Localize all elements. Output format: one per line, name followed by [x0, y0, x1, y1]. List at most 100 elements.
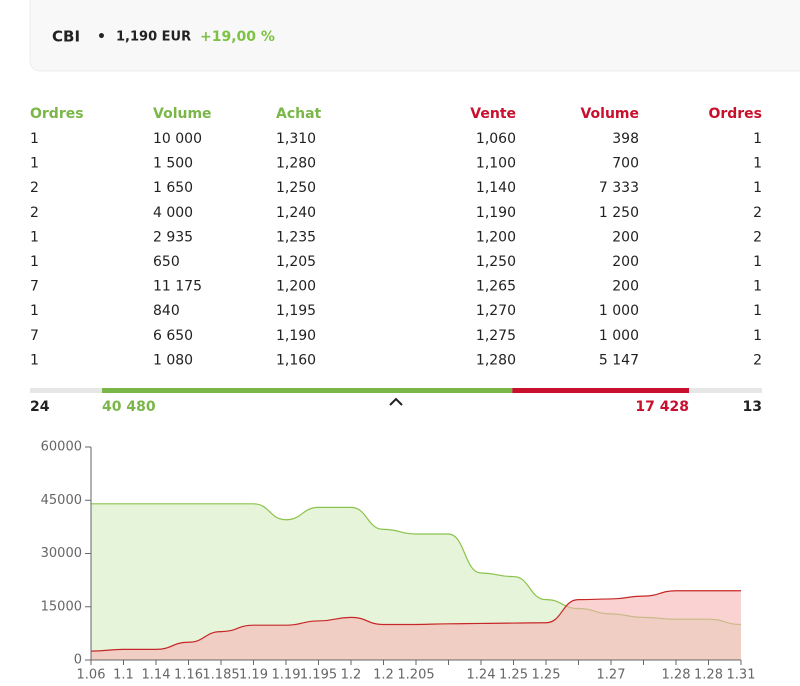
table-cell: 1 — [753, 328, 762, 344]
table-cell: 1 000 — [599, 328, 639, 344]
price: 1,190 EUR — [116, 30, 191, 45]
y-tick-label: 0 — [74, 653, 82, 668]
x-tick-label: 1.185 — [202, 668, 239, 683]
table-cell: 1,200 — [476, 229, 516, 245]
table-cell: 7 — [30, 279, 39, 295]
table-cell: 2 935 — [153, 229, 193, 245]
x-tick-label: 1.205 — [397, 668, 434, 683]
table-cell: 1,140 — [476, 180, 516, 196]
x-tick-label: 1.28 — [694, 668, 723, 683]
table-cell: 1 — [753, 131, 762, 147]
table-cell: 1,310 — [276, 131, 316, 147]
table-cell: 1,160 — [276, 352, 316, 368]
table-cell: 1,060 — [476, 131, 516, 147]
table-cell: 1 — [753, 303, 762, 319]
table-cell: 200 — [612, 279, 639, 295]
buy-orders-total: 24 — [30, 399, 50, 415]
y-tick-label: 15000 — [41, 599, 82, 614]
table-cell: 1,250 — [276, 180, 316, 196]
table-cell: 1 — [30, 254, 39, 270]
x-tick-label: 1.195 — [300, 668, 337, 683]
bullet: • — [97, 29, 106, 45]
ticker: CBI — [52, 28, 80, 46]
table-cell: 1 — [753, 279, 762, 295]
table-cell: 1 — [30, 156, 39, 172]
table-cell: 1,205 — [276, 254, 316, 270]
column-header: Volume — [153, 106, 212, 122]
table-cell: 1,100 — [476, 156, 516, 172]
table-cell: 1,280 — [276, 156, 316, 172]
table-cell: 6 650 — [153, 328, 193, 344]
table-cell: 1,195 — [276, 303, 316, 319]
table-cell: 1 — [30, 131, 39, 147]
table-cell: 10 000 — [153, 131, 202, 147]
table-cell: 1 — [753, 180, 762, 196]
x-tick-label: 1.14 — [142, 668, 171, 683]
x-tick-label: 1.24 — [467, 668, 496, 683]
x-tick-label: 1.1 — [113, 668, 134, 683]
table-cell: 1 — [753, 156, 762, 172]
column-header: Achat — [276, 106, 322, 122]
column-header: Ordres — [30, 106, 84, 122]
table-cell: 650 — [153, 254, 180, 270]
x-tick-label: 1.19 — [239, 668, 268, 683]
table-cell: 4 000 — [153, 205, 193, 221]
table-cell: 1 000 — [599, 303, 639, 319]
table-cell: 5 147 — [599, 352, 639, 368]
x-tick-label: 1.06 — [77, 668, 106, 683]
x-tick-label: 1.25 — [499, 668, 528, 683]
table-cell: 398 — [612, 131, 639, 147]
x-tick-label: 1.2 — [373, 668, 394, 683]
table-cell: 1,190 — [276, 328, 316, 344]
table-cell: 7 333 — [599, 180, 639, 196]
x-tick-label: 1.31 — [727, 668, 756, 683]
table-cell: 1,235 — [276, 229, 316, 245]
table-cell: 7 — [30, 328, 39, 344]
table-cell: 200 — [612, 229, 639, 245]
x-tick-label: 1.16 — [174, 668, 203, 683]
table-cell: 1 250 — [599, 205, 639, 221]
x-tick-label: 1.2 — [341, 668, 362, 683]
table-cell: 1,280 — [476, 352, 516, 368]
x-tick-label: 1.19 — [272, 668, 301, 683]
buy-volume-total: 40 480 — [102, 399, 156, 415]
caret[interactable] — [389, 397, 403, 406]
header-card — [29, 0, 800, 72]
area-line — [90, 590, 741, 652]
y-tick-label: 45000 — [41, 493, 82, 508]
table-cell: 1,190 — [476, 205, 516, 221]
table-cell: 2 — [30, 205, 39, 221]
y-tick-label: 30000 — [41, 546, 82, 561]
x-tick-label: 1.28 — [662, 668, 691, 683]
sell-bar — [512, 388, 689, 393]
area-fill — [91, 590, 741, 660]
table-cell: 1 500 — [153, 156, 193, 172]
table-cell: 700 — [612, 156, 639, 172]
table-cell: 1 — [30, 303, 39, 319]
table-cell: 1,240 — [276, 205, 316, 221]
table-cell: 11 175 — [153, 279, 202, 295]
table-cell: 2 — [753, 352, 762, 368]
table-cell: 2 — [753, 229, 762, 245]
table-cell: 1 — [30, 352, 39, 368]
change: +19,00 % — [200, 29, 275, 45]
column-header: Volume — [580, 106, 639, 122]
y-tick-label: 60000 — [41, 440, 82, 455]
table-cell: 200 — [612, 254, 639, 270]
table-cell: 2 — [753, 205, 762, 221]
table-cell: 840 — [153, 303, 180, 319]
table-cell: 1 650 — [153, 180, 193, 196]
column-header: Ordres — [708, 106, 762, 122]
table-cell: 1,270 — [476, 303, 516, 319]
sell-volume-total: 17 428 — [635, 399, 689, 415]
x-tick-label: 1.25 — [532, 668, 561, 683]
column-header: Vente — [470, 106, 516, 122]
table-cell: 1,275 — [476, 328, 516, 344]
table-cell: 1 — [30, 229, 39, 245]
buy-bar — [102, 388, 513, 393]
table-cell: 1 — [753, 254, 762, 270]
table-cell: 1,265 — [476, 279, 516, 295]
sell-orders-total: 13 — [743, 399, 762, 415]
